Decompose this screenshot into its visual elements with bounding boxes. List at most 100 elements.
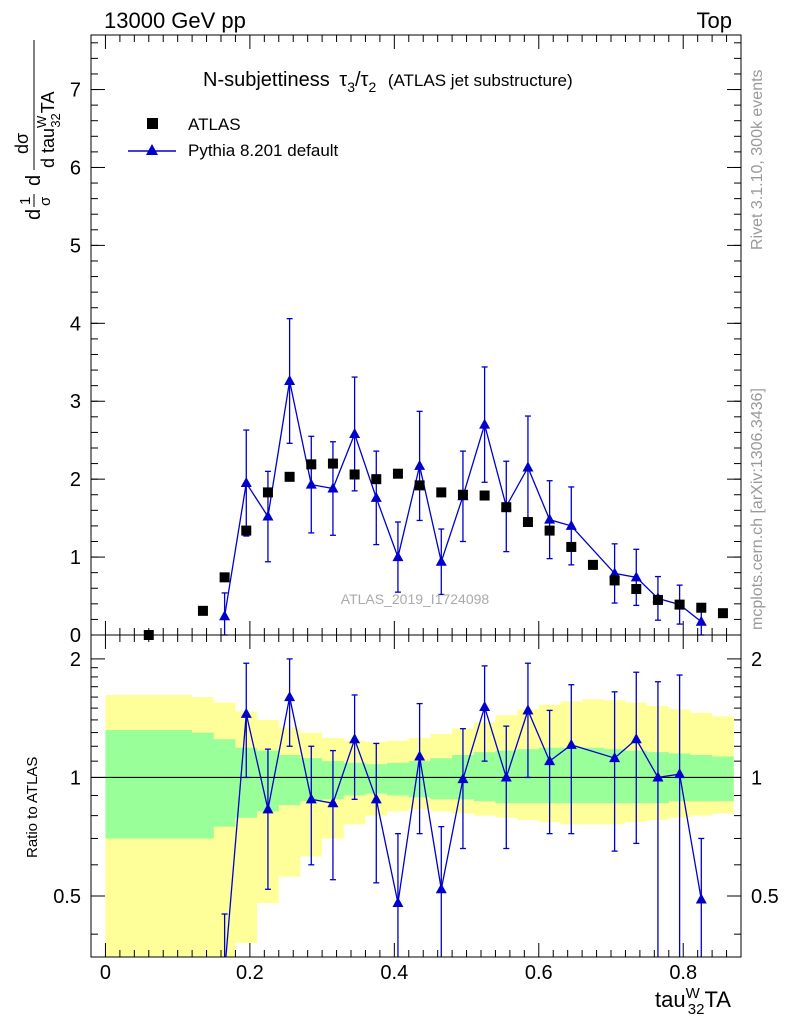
ylabel-d2: d	[23, 175, 45, 186]
legend-pythia-marker	[146, 144, 158, 155]
ylabel-sub-32: 32	[48, 113, 63, 127]
pythia-point	[609, 567, 621, 578]
title-tau3-sub: 3	[347, 79, 355, 95]
ratio-point	[349, 733, 361, 744]
pythia-point	[305, 478, 317, 489]
ratio-point	[414, 750, 426, 761]
ylabel-d1: d	[23, 209, 45, 220]
pythia-line	[223, 380, 702, 623]
mcplots-label: mcplots.cern.ch [arXiv:1306.3436]	[749, 388, 766, 630]
atlas-point	[501, 502, 512, 513]
ratio-y-tick-label: 2	[70, 649, 81, 671]
ratio-panel: 0.5 0.5 1 1 2 2 0 0.2 0.4 0.6 0.8 Ratio to ATLAS t…	[24, 634, 779, 1018]
title-slash: /	[355, 69, 361, 91]
x-tick-label: 0.4	[380, 962, 408, 984]
atlas-point	[479, 490, 490, 501]
xlabel-sup: W	[686, 985, 701, 1002]
x-axis-label: tauW 32TA	[655, 985, 731, 1018]
legend-atlas-marker	[147, 118, 158, 129]
pythia-point	[522, 461, 534, 472]
pythia-point	[262, 510, 274, 521]
pythia-point	[219, 610, 231, 621]
atlas-point	[631, 584, 642, 595]
atlas-point	[717, 608, 728, 619]
legend-atlas-label: ATLAS	[188, 115, 241, 134]
y-tick-label: 1	[70, 547, 81, 569]
ratio-point	[327, 797, 339, 808]
pythia-point	[284, 374, 296, 385]
ylabel-one: 1	[17, 197, 34, 205]
pythia-point	[414, 459, 426, 470]
title-tau3: τ	[339, 69, 347, 91]
atlas-point	[327, 458, 338, 469]
atlas-point	[696, 602, 707, 613]
atlas-point	[241, 525, 252, 536]
atlas-point	[566, 541, 577, 552]
pythia-point	[695, 615, 707, 626]
pythia-point	[327, 482, 339, 493]
ratio-point	[544, 755, 556, 766]
pythia-point	[544, 513, 556, 524]
pythia-point	[349, 427, 361, 438]
header-left-label: 13000 GeV pp	[104, 8, 246, 33]
plot-title-main: N-subjettiness	[203, 69, 330, 91]
svg-text:d: d	[23, 209, 45, 220]
ylabel-tail: TA	[38, 92, 58, 114]
y-tick-label: 0	[70, 625, 81, 647]
xlabel-sub: 32	[688, 1001, 705, 1018]
pythia-point	[630, 571, 642, 582]
atlas-point	[371, 474, 382, 485]
title-tau2-sub: 2	[368, 79, 376, 95]
y-tick-label: 6	[70, 157, 81, 179]
xlabel-base: tau	[655, 987, 686, 1012]
atlas-point	[219, 572, 230, 583]
atlas-point	[522, 517, 533, 528]
ratio-point	[500, 771, 512, 782]
ratio-point	[630, 733, 642, 744]
ylabel-dtau: d tau	[38, 128, 58, 168]
legend-pythia-label: Pythia 8.201 default	[188, 141, 339, 160]
ratio-point	[674, 768, 686, 779]
x-tick-label: 0.6	[525, 962, 553, 984]
plot-title: N-subjettiness τ3/τ2 (ATLAS jet substruc…	[203, 69, 573, 97]
ratio-y-tick-label-right: 1	[751, 767, 762, 789]
atlas-point	[306, 459, 317, 470]
atlas-point	[262, 487, 273, 498]
legend: ATLAS Pythia 8.201 default	[128, 115, 339, 160]
ratio-point	[370, 793, 382, 804]
ratio-point	[479, 700, 491, 711]
atlas-point	[284, 471, 295, 482]
atlas-point	[544, 525, 555, 536]
ratio-y-tick-label-right: 2	[751, 649, 762, 671]
svg-text:d tauW32TA: d tauW32TA	[34, 92, 63, 168]
atlas-point	[609, 575, 620, 586]
ratio-point	[609, 752, 621, 763]
ratio-point	[240, 707, 252, 718]
rivet-version-label: Rivet 3.1.10, 300k events	[749, 69, 766, 250]
atlas-point	[436, 487, 447, 498]
plot-title-suffix: (ATLAS jet substructure)	[388, 71, 573, 90]
atlas-point	[414, 480, 425, 491]
ratio-point	[262, 803, 274, 814]
atlas-point	[652, 594, 663, 605]
atlas-point	[457, 489, 468, 500]
title-tau2: τ	[361, 69, 369, 91]
ratio-y-tick-label-right: 0.5	[751, 886, 779, 908]
pythia-point	[565, 519, 577, 530]
atlas-point	[587, 559, 598, 570]
xlabel-tail: TA	[704, 987, 731, 1012]
y-tick-label: 7	[70, 80, 81, 102]
atlas-point	[349, 469, 360, 480]
pythia-point	[479, 418, 491, 429]
ratio-y-axis-label: Ratio to ATLAS	[24, 757, 41, 858]
ratio-point	[565, 738, 577, 749]
ratio-point	[457, 773, 469, 784]
ratio-point	[435, 883, 447, 894]
pythia-point	[240, 477, 252, 488]
y-tick-label: 5	[70, 235, 81, 257]
x-tick-label: 0.2	[236, 962, 264, 984]
atlas-point	[197, 605, 208, 616]
ratio-panel-frame	[90, 634, 742, 958]
